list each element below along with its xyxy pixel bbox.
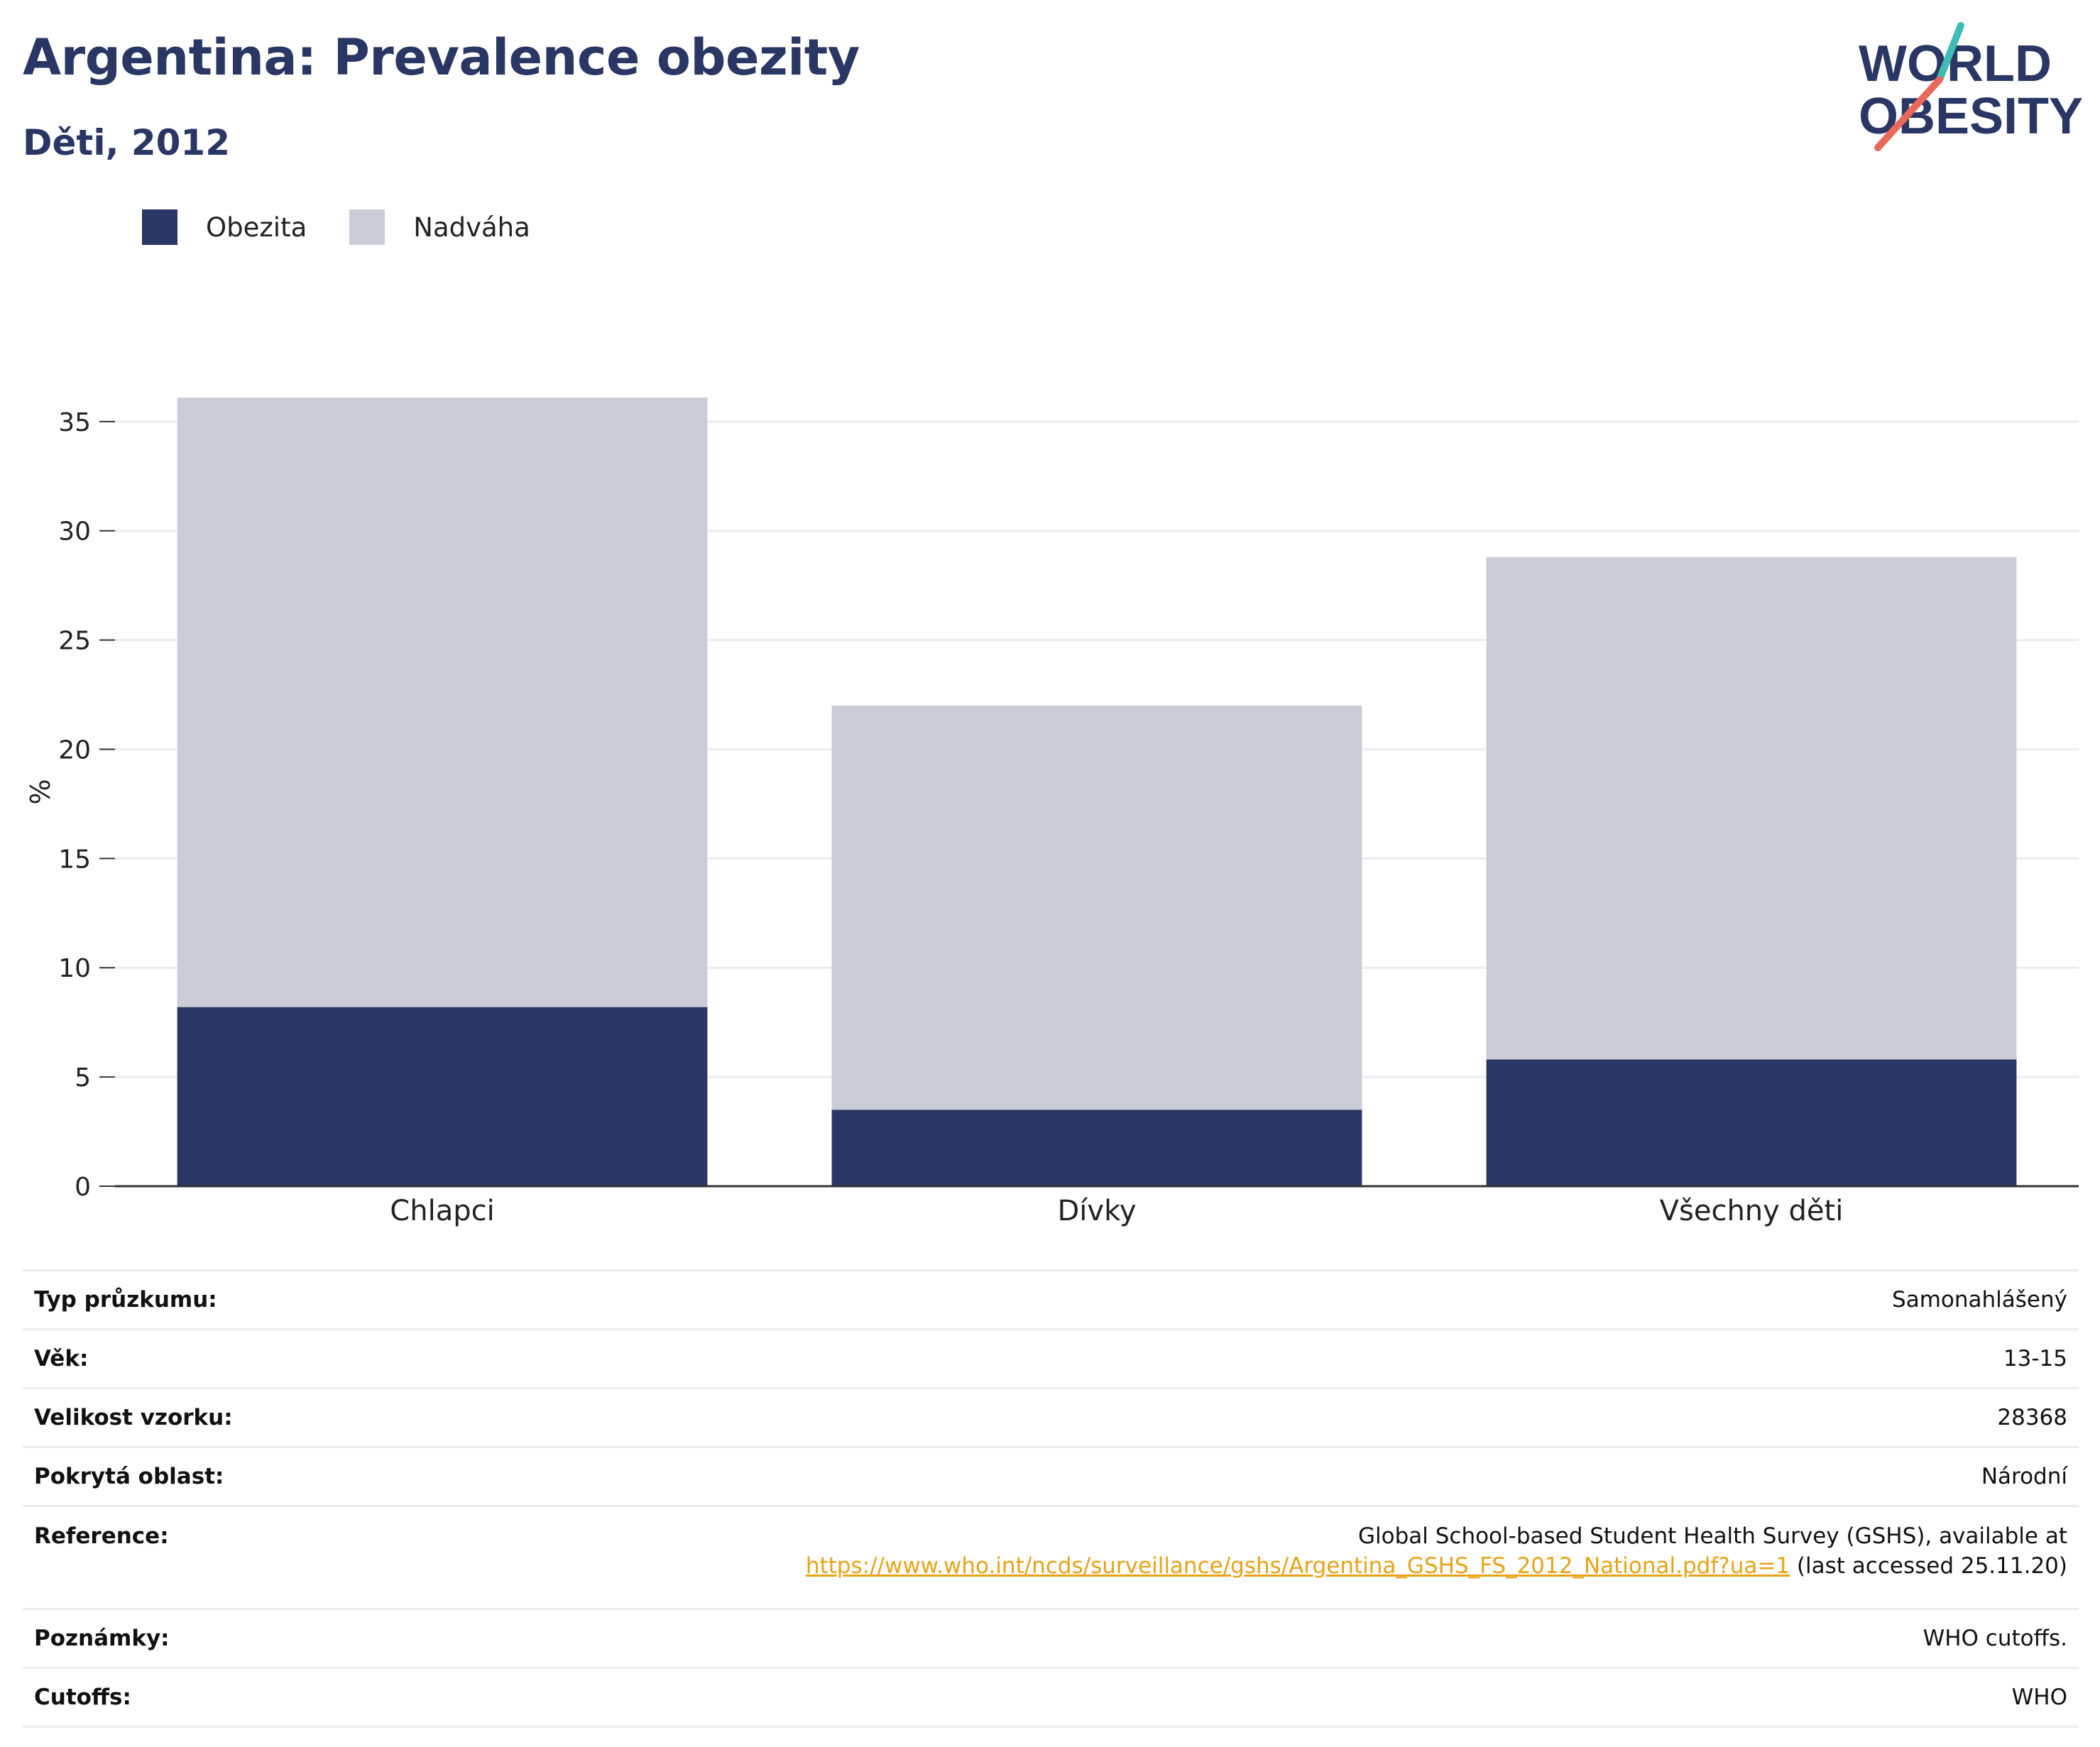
info-row-notes: Poznámky: WHO cutoffs. [23, 1609, 2079, 1669]
info-value: 13-15 [324, 1329, 2079, 1389]
info-key: Cutoffs: [23, 1667, 325, 1728]
bar-chart: 0 5 10 15 20 25 30 35% Chlapci Dívky Všechny děti [25, 398, 2079, 1227]
info-value: Global School-based Student Health Surve… [324, 1506, 2079, 1610]
reference-link[interactable]: https://www.who.int/ncds/surveillance/gs… [805, 1553, 1790, 1579]
info-key: Pokrytá oblast: [23, 1447, 325, 1507]
chart-subtitle: Děti, 2012 [23, 122, 231, 163]
bar-obezita [831, 1110, 1362, 1186]
logo-coral-slash [1874, 76, 1943, 151]
bar-nadvaha [1486, 557, 2017, 1060]
info-key: Velikost vzorku: [23, 1388, 325, 1448]
world-obesity-logo: WORLD OBESITY [1859, 22, 2083, 151]
info-value: WHO cutoffs. [324, 1609, 2079, 1669]
legend-item-obezita[interactable]: Obezita [142, 209, 307, 245]
bar-nadvaha [831, 705, 1362, 1110]
info-row-reference: Reference: Global School-based Student H… [23, 1506, 2079, 1610]
y-tick-label: 35 [58, 408, 91, 437]
reference-text: Global School-based Student Health Surve… [1357, 1523, 2067, 1549]
info-row-survey-type: Typ průzkumu: Samonahlášený [23, 1269, 2079, 1330]
bar-nadvaha [177, 398, 708, 1007]
legend: Obezita Nadváha [142, 209, 573, 245]
bar-obezita [177, 1007, 708, 1186]
info-key: Poznámky: [23, 1609, 325, 1669]
y-tick-label: 5 [75, 1063, 91, 1092]
info-key: Typ průzkumu: [23, 1269, 325, 1330]
legend-swatch-obezita [142, 209, 177, 245]
info-value: Samonahlášený [324, 1269, 2079, 1330]
x-tick-label: Dívky [1058, 1195, 1137, 1227]
survey-info-table: Typ průzkumu: Samonahlášený Věk: 13-15 V… [23, 1269, 2079, 1728]
info-value: Národní [324, 1447, 2079, 1507]
logo-teal-slash [1936, 22, 1964, 83]
info-row-age: Věk: 13-15 [23, 1329, 2079, 1389]
y-tick-label: 10 [58, 954, 91, 983]
info-row-sample-size: Velikost vzorku: 28368 [23, 1388, 2079, 1448]
info-key: Reference: [23, 1506, 325, 1610]
info-value: WHO [324, 1667, 2079, 1728]
legend-item-nadvaha[interactable]: Nadváha [349, 209, 530, 245]
y-tick-label: 30 [58, 517, 91, 547]
y-tick-label: 15 [58, 845, 91, 874]
legend-label-obezita: Obezita [206, 212, 307, 243]
chart-title: Argentina: Prevalence obezity [23, 28, 860, 87]
bar-obezita [1486, 1059, 2017, 1186]
info-row-area-covered: Pokrytá oblast: Národní [23, 1447, 2079, 1507]
y-tick-label: 20 [58, 735, 91, 765]
info-value: 28368 [324, 1388, 2079, 1448]
y-tick-label: 0 [75, 1173, 91, 1202]
reference-accessed: (last accessed 25.11.20) [1790, 1553, 2067, 1579]
x-tick-label: Všechny děti [1660, 1195, 1844, 1227]
info-key: Věk: [23, 1329, 325, 1389]
logo-line-2: OBESITY [1859, 88, 2083, 145]
y-tick-label: 25 [58, 627, 91, 656]
x-tick-label: Chlapci [390, 1195, 494, 1227]
legend-swatch-nadvaha [349, 209, 385, 245]
legend-label-nadvaha: Nadváha [413, 212, 530, 243]
info-row-cutoffs: Cutoffs: WHO [23, 1667, 2079, 1728]
y-axis-label: % [25, 779, 56, 804]
